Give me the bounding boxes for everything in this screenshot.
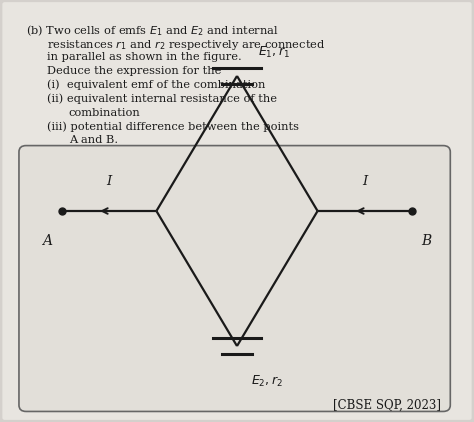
- Text: (iii) potential difference between the points: (iii) potential difference between the p…: [47, 122, 300, 132]
- Text: A: A: [42, 234, 53, 248]
- Text: (ii) equivalent internal resistance of the: (ii) equivalent internal resistance of t…: [47, 94, 277, 104]
- Text: in parallel as shown in the figure.: in parallel as shown in the figure.: [47, 52, 242, 62]
- Text: combination: combination: [69, 108, 140, 118]
- Text: resistances $r_1$ and $r_2$ respectively are connected: resistances $r_1$ and $r_2$ respectively…: [47, 38, 326, 52]
- Text: A and B.: A and B.: [69, 135, 118, 146]
- Text: Deduce the expression for the: Deduce the expression for the: [47, 66, 222, 76]
- Text: I: I: [106, 175, 112, 188]
- Text: (i)  equivalent emf of the combination: (i) equivalent emf of the combination: [47, 80, 266, 90]
- FancyBboxPatch shape: [19, 146, 450, 411]
- Text: (b) Two cells of emfs $E_1$ and $E_2$ and internal: (b) Two cells of emfs $E_1$ and $E_2$ an…: [26, 23, 279, 38]
- Text: [CBSE SQP, 2023]: [CBSE SQP, 2023]: [333, 398, 441, 411]
- Text: $E_1, r_1$: $E_1, r_1$: [258, 45, 291, 60]
- Text: I: I: [362, 175, 368, 188]
- Text: $E_2, r_2$: $E_2, r_2$: [251, 373, 283, 389]
- Text: B: B: [421, 234, 432, 248]
